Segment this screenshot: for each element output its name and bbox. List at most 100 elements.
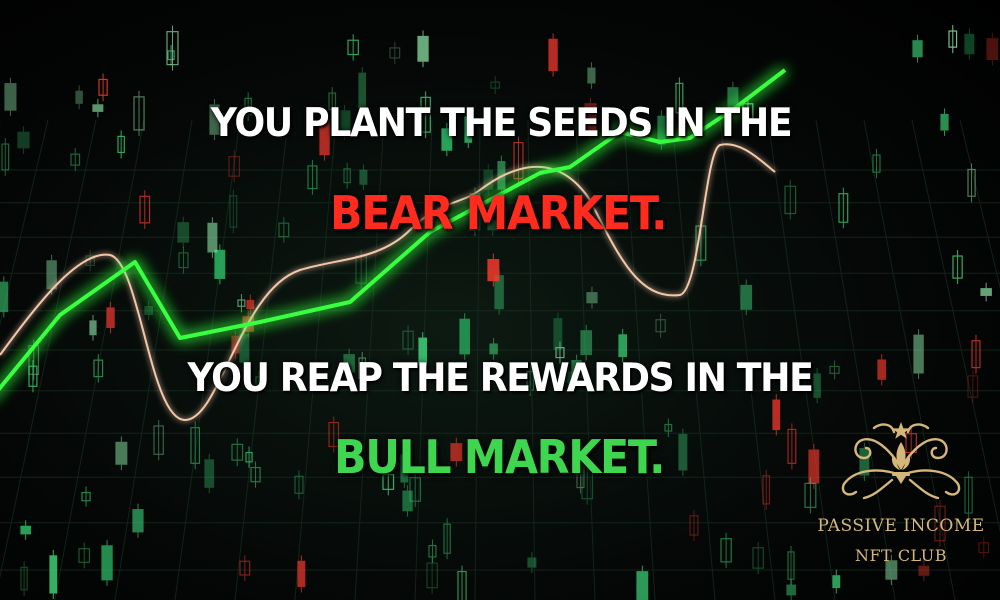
candlestick bbox=[328, 416, 340, 453]
candlestick-pattern bbox=[0, 25, 999, 600]
candlestick bbox=[231, 330, 240, 359]
candlestick bbox=[428, 539, 437, 563]
candlestick bbox=[934, 500, 946, 547]
headline-line-3: YOU REAP THE REWARDS IN THE bbox=[187, 356, 814, 401]
candlestick bbox=[636, 565, 649, 600]
candlestick bbox=[784, 180, 797, 220]
candlestick bbox=[49, 549, 58, 599]
candlestick bbox=[678, 428, 688, 476]
candlestick bbox=[918, 560, 930, 582]
candlestick bbox=[400, 448, 409, 488]
candlestick bbox=[464, 111, 473, 149]
candlestick bbox=[204, 453, 215, 494]
candlestick bbox=[720, 532, 732, 568]
candlestick bbox=[75, 85, 83, 110]
club-logo: PASSIVE INCOME NFT CLUB bbox=[812, 418, 990, 578]
secondary-price-line bbox=[0, 143, 776, 422]
candlestick bbox=[98, 73, 108, 102]
candlestick bbox=[417, 30, 429, 68]
candlestick bbox=[426, 557, 438, 594]
candlestick bbox=[829, 360, 840, 380]
candlestick bbox=[144, 300, 153, 321]
chart-grid bbox=[0, 119, 1000, 600]
candlestick bbox=[338, 104, 351, 140]
candlestick bbox=[245, 446, 253, 468]
candlestick bbox=[214, 244, 226, 285]
candlestick bbox=[229, 189, 238, 234]
candlestick bbox=[1, 138, 10, 176]
candlestick bbox=[487, 253, 500, 287]
candlestick bbox=[117, 130, 125, 159]
candlestick bbox=[93, 354, 104, 383]
candlestick bbox=[133, 90, 145, 136]
candlestick bbox=[580, 324, 593, 361]
candlestick bbox=[457, 565, 467, 600]
logo-subtitle: NFT CLUB bbox=[854, 546, 948, 565]
grid-line bbox=[0, 119, 97, 579]
candlestick bbox=[4, 77, 17, 117]
candlestick bbox=[564, 366, 573, 388]
candlestick bbox=[418, 332, 428, 372]
candlestick bbox=[231, 438, 244, 467]
candlestick bbox=[250, 461, 261, 488]
candlestick bbox=[459, 313, 470, 360]
grid-line bbox=[815, 119, 896, 600]
grid-line bbox=[294, 119, 337, 600]
candlestick bbox=[584, 97, 597, 139]
candlestick bbox=[239, 555, 251, 581]
candlestick bbox=[190, 421, 201, 470]
candlestick bbox=[359, 164, 368, 191]
grid-line bbox=[527, 119, 536, 600]
candlestick bbox=[307, 159, 318, 195]
ornamental-crest-icon bbox=[841, 422, 961, 500]
candlestick bbox=[655, 313, 666, 338]
grid-line bbox=[234, 119, 289, 600]
bear-market-text: BEAR MARKET. bbox=[330, 186, 667, 240]
candlestick bbox=[278, 217, 290, 243]
candlestick bbox=[237, 294, 246, 313]
candlestick bbox=[115, 436, 128, 471]
candlestick bbox=[343, 162, 351, 189]
candlestick bbox=[319, 113, 330, 161]
candlestick bbox=[838, 187, 849, 229]
headline-line-1: YOU PLANT THE SEEDS IN THE bbox=[210, 101, 793, 146]
candlestick bbox=[752, 541, 764, 575]
candlestick bbox=[859, 442, 870, 482]
candlestick bbox=[358, 67, 367, 114]
candlestick bbox=[255, 370, 263, 394]
candlestick bbox=[964, 471, 973, 520]
candlestick bbox=[490, 76, 501, 95]
candlestick bbox=[952, 250, 963, 285]
candlestick bbox=[297, 555, 306, 593]
candlestick bbox=[548, 33, 558, 77]
candlestick bbox=[967, 163, 976, 203]
candlestick bbox=[813, 367, 821, 404]
candlestick bbox=[664, 418, 673, 438]
candlestick bbox=[246, 294, 255, 315]
candlestick bbox=[132, 503, 144, 538]
candlestick bbox=[513, 136, 524, 185]
grid-line bbox=[474, 119, 481, 600]
candlestick bbox=[207, 217, 218, 258]
candlestick bbox=[402, 325, 414, 355]
candlestick bbox=[294, 470, 304, 500]
candlestick bbox=[343, 348, 355, 378]
candlestick bbox=[872, 149, 881, 179]
grid-line bbox=[671, 119, 716, 600]
grid-line bbox=[354, 119, 385, 600]
candlestick bbox=[167, 44, 175, 66]
candlestick bbox=[239, 328, 250, 369]
candlestick bbox=[587, 62, 596, 89]
candlestick bbox=[443, 518, 451, 560]
candlestick bbox=[948, 25, 958, 54]
candlestick bbox=[912, 34, 923, 63]
candlestick bbox=[762, 469, 771, 510]
candlestick bbox=[70, 148, 81, 172]
candlestick bbox=[675, 77, 684, 119]
grid-line bbox=[863, 119, 956, 600]
grid-line bbox=[575, 119, 596, 600]
candlestick bbox=[81, 486, 91, 507]
candlestick bbox=[382, 468, 395, 496]
candlestick bbox=[555, 341, 565, 364]
